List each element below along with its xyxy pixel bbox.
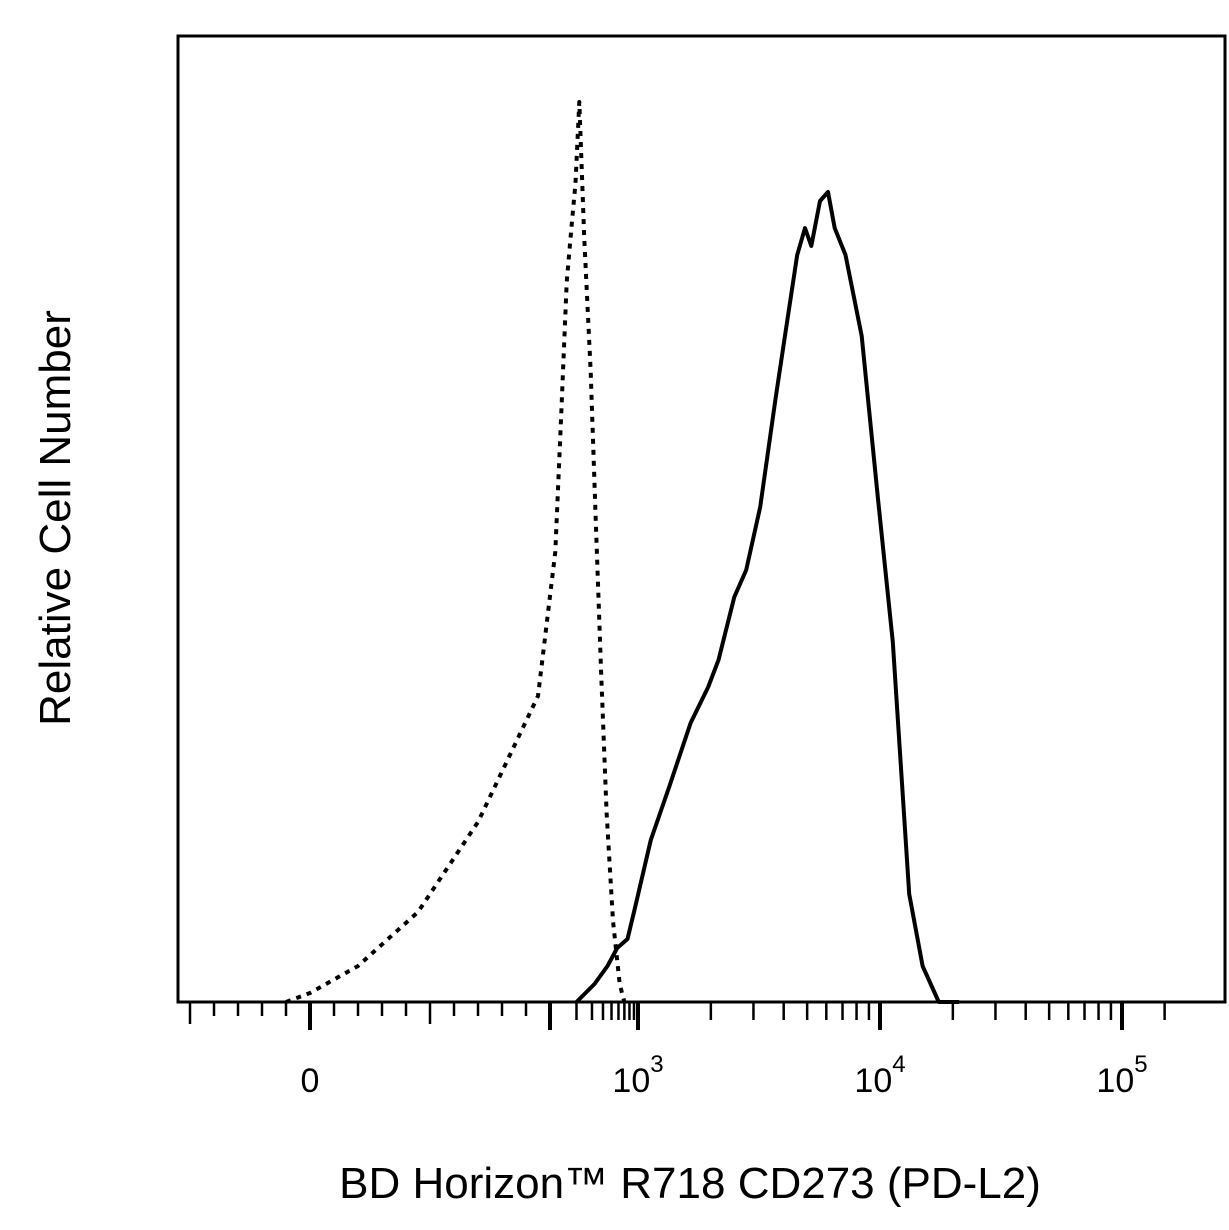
- y-axis-title: Relative Cell Number: [31, 310, 80, 726]
- plot-frame: [176, 34, 1227, 1004]
- x-tick-label-0: 0: [301, 1062, 320, 1100]
- x-axis-tick-labels: 0 103 104 105: [301, 1051, 1148, 1100]
- isotype-control-histogram: [285, 100, 627, 1004]
- x-tick-label-1: 103: [612, 1051, 663, 1100]
- stained-histogram: [574, 190, 960, 1004]
- x-axis-title: BD Horizon™ R718 CD273 (PD-L2): [339, 1159, 1041, 1208]
- x-tick-label-2: 104: [854, 1051, 905, 1100]
- x-axis-ticks: [188, 1002, 1166, 1030]
- x-tick-label-3: 105: [1096, 1051, 1147, 1100]
- histogram-series: [285, 100, 960, 1004]
